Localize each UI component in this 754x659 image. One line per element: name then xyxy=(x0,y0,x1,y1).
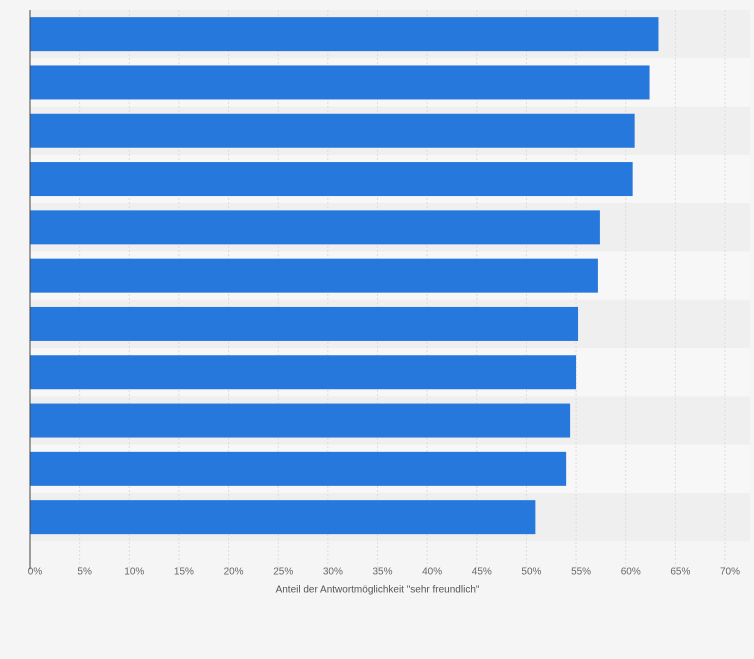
bar[interactable] xyxy=(30,306,579,341)
x-tick-label: 40% xyxy=(422,566,442,577)
bar[interactable] xyxy=(30,451,567,486)
bars xyxy=(30,17,659,535)
bar[interactable] xyxy=(30,403,571,438)
bar[interactable] xyxy=(30,113,635,148)
x-axis-ticks: 0% 5% 10% 15% 20% 25% 30% 35% 40% 45% 50% 55% 60% 65%… xyxy=(28,566,740,577)
x-tick-label: 70% xyxy=(720,566,740,577)
bar[interactable] xyxy=(30,162,633,197)
x-tick-label: 55% xyxy=(571,566,591,577)
x-tick-label: 15% xyxy=(174,566,194,577)
bar[interactable] xyxy=(30,258,598,293)
x-tick-label: 25% xyxy=(273,566,293,577)
x-tick-label: 5% xyxy=(77,566,92,577)
x-tick-label: 65% xyxy=(670,566,690,577)
bar[interactable] xyxy=(30,17,659,52)
x-tick-label: 50% xyxy=(521,566,541,577)
x-tick-label: 45% xyxy=(472,566,492,577)
x-tick-label: 60% xyxy=(621,566,641,577)
bar[interactable] xyxy=(30,355,577,390)
bar[interactable] xyxy=(30,500,536,535)
bar[interactable] xyxy=(30,210,600,245)
x-tick-label: 30% xyxy=(323,566,343,577)
x-tick-label: 0% xyxy=(28,566,43,577)
bar[interactable] xyxy=(30,65,650,100)
x-tick-label: 20% xyxy=(224,566,244,577)
x-axis-title: Anteil der Antwortmöglichkeit "sehr freu… xyxy=(276,584,480,595)
x-tick-label: 35% xyxy=(372,566,392,577)
x-tick-label: 10% xyxy=(124,566,144,577)
